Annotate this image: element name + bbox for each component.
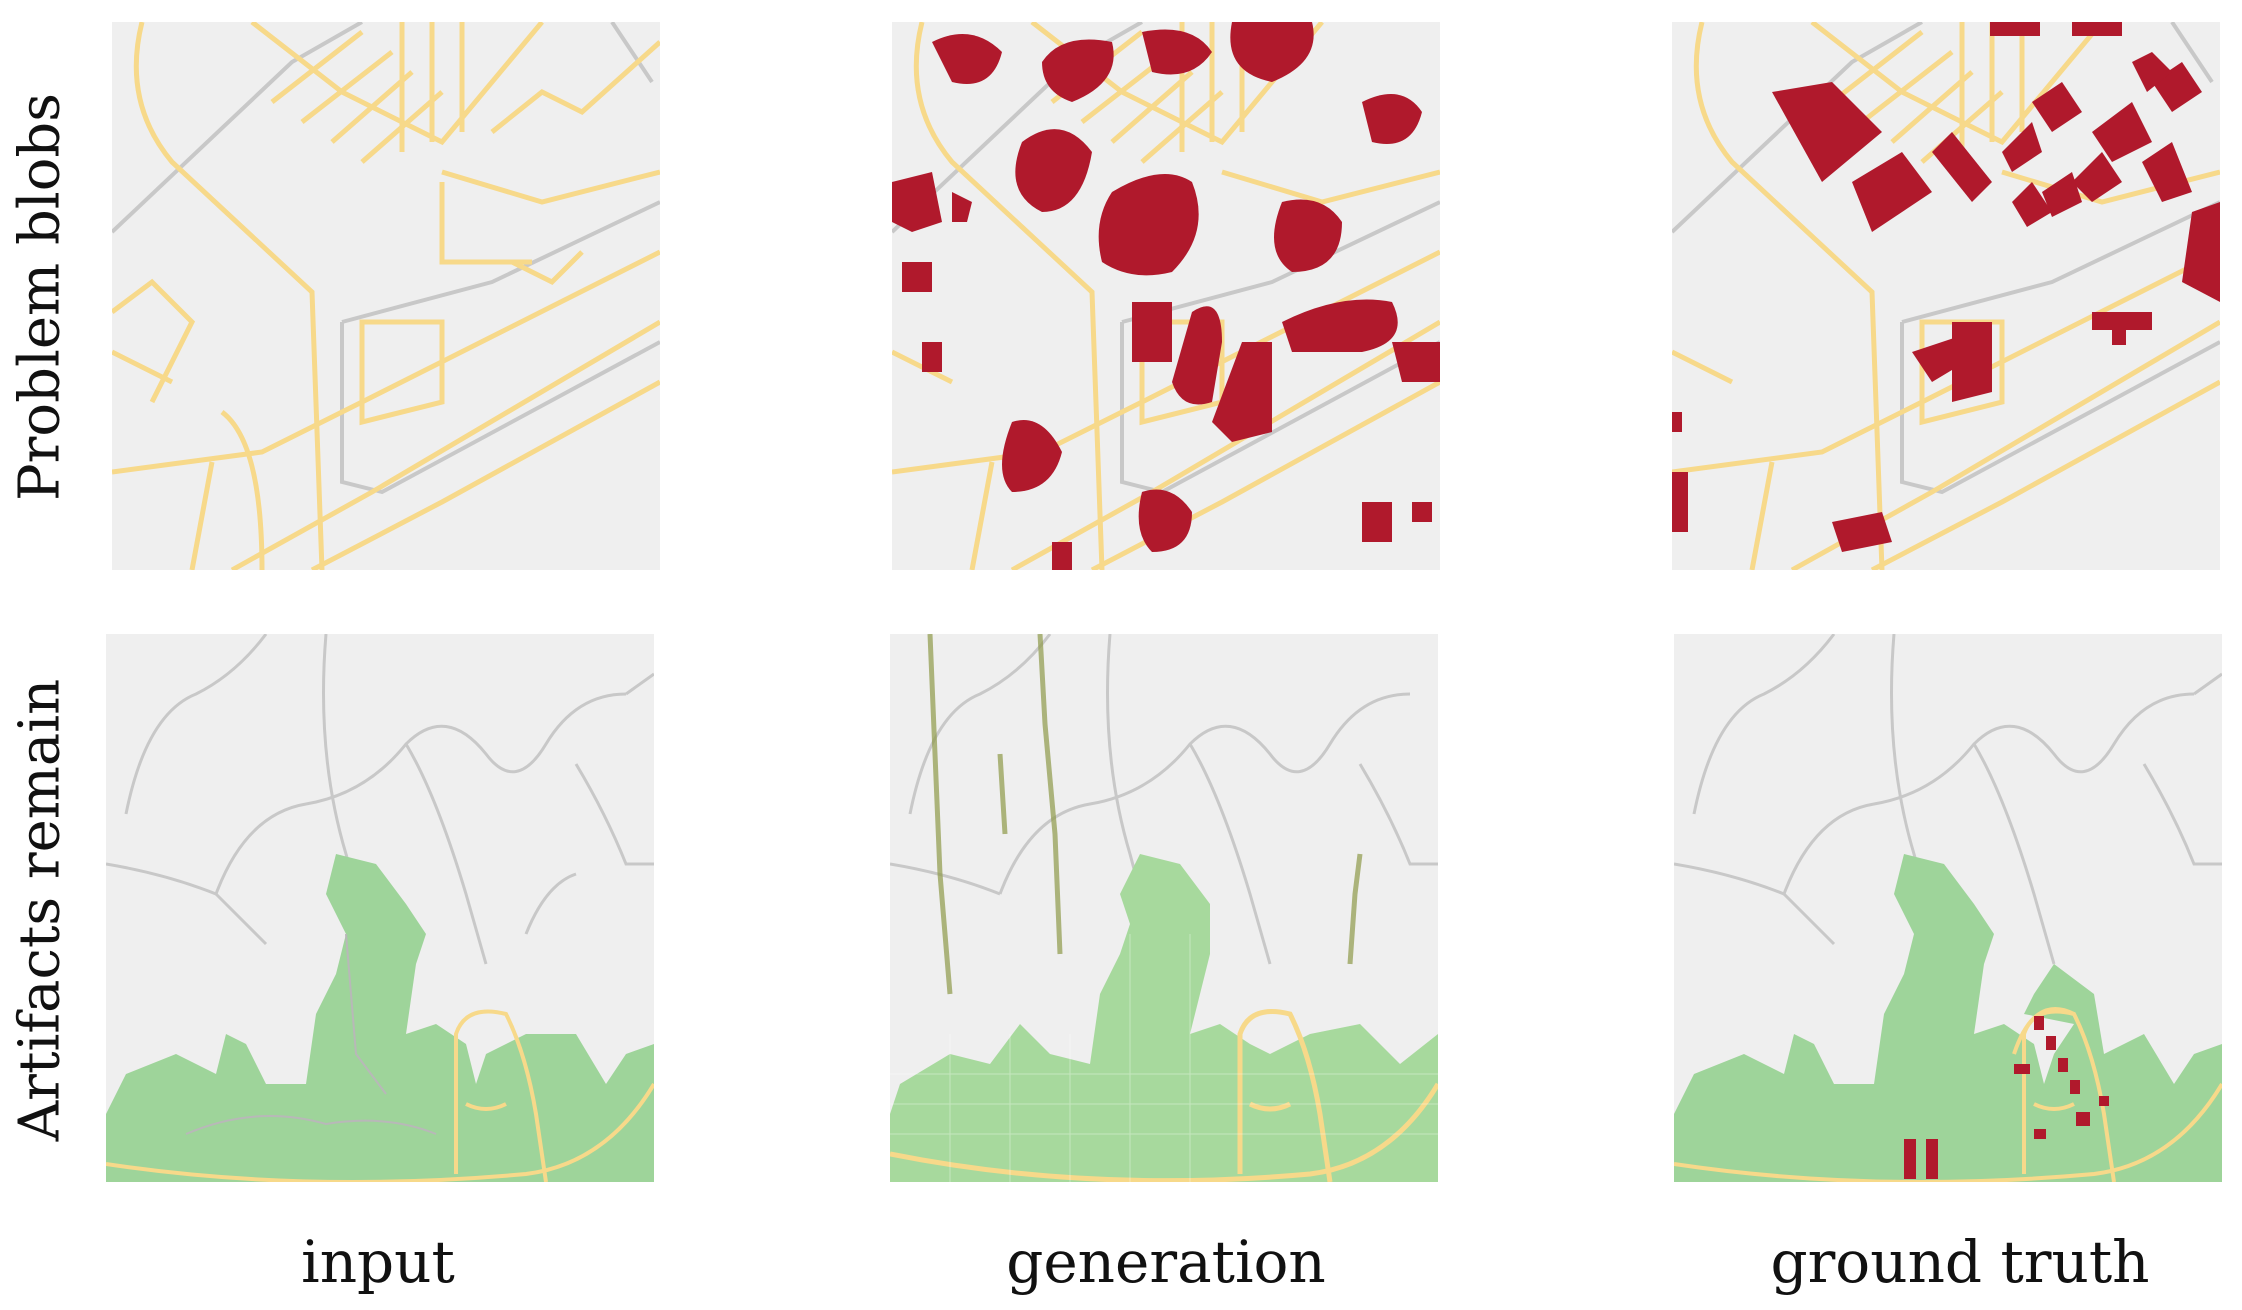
map-tile-problem-ground-truth — [1672, 22, 2220, 570]
map-blobs-graphic — [892, 22, 1440, 570]
map-roads-graphic — [112, 22, 660, 570]
map-tile-artifacts-input — [106, 634, 654, 1182]
map-park-graphic — [106, 634, 654, 1182]
map-tile-problem-input — [112, 22, 660, 570]
column-label-ground-truth: ground truth — [1770, 1228, 2150, 1296]
map-tile-problem-generation — [892, 22, 1440, 570]
map-artifacts-graphic — [890, 634, 1438, 1182]
row-label-artifacts-remain: Artifacts remain — [7, 678, 73, 1142]
row-label-problem-blobs: Problem blobs — [7, 92, 73, 502]
column-label-input: input — [301, 1228, 455, 1296]
column-label-generation: generation — [1006, 1228, 1326, 1296]
map-tile-artifacts-ground-truth — [1674, 634, 2222, 1182]
map-park-buildings-graphic — [1674, 634, 2222, 1182]
map-tile-artifacts-generation — [890, 634, 1438, 1182]
map-buildings-graphic — [1672, 22, 2220, 570]
